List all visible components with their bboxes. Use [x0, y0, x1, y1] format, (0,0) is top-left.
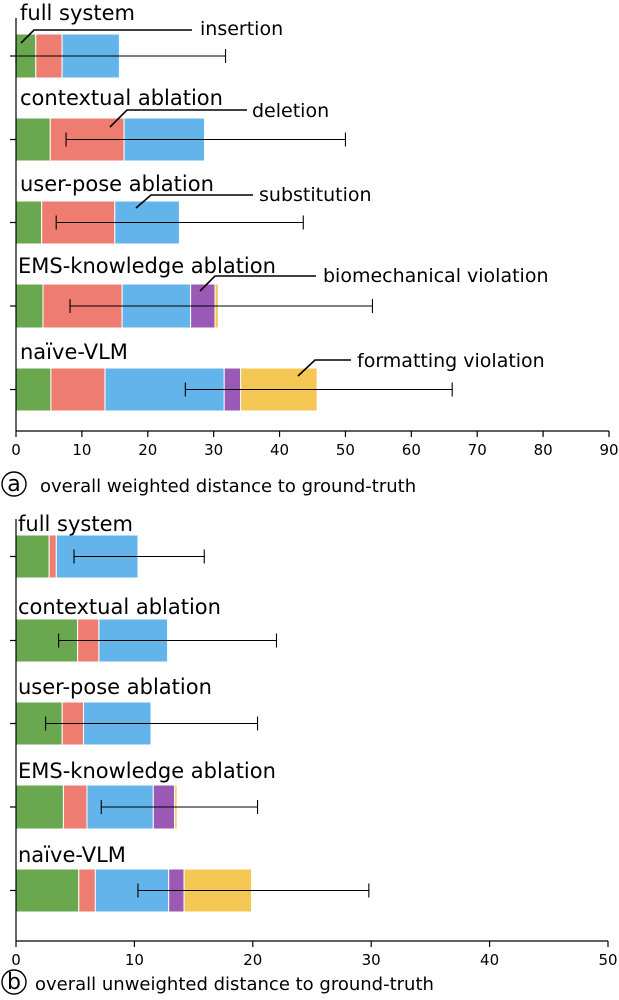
panel-b-category-label: naïve-VLM: [18, 843, 126, 867]
panel-a-x-tick-label: 70: [468, 441, 487, 459]
panel-a-category-label: contextual ablation: [20, 86, 223, 110]
panel-b-x-tick-label: 10: [125, 951, 144, 969]
panel-a-x-tick-label: 90: [599, 441, 618, 459]
panel-b-bar-insertion: [15, 534, 50, 579]
panel-a-x-tick-label: 30: [204, 441, 223, 459]
panel-a-bar-insertion: [15, 117, 51, 162]
panel-a-category-label: full system: [20, 1, 135, 25]
panel-a-category-label: EMS-knowledge ablation: [18, 254, 276, 278]
panel-a-annotation-substitution: substitution: [259, 184, 372, 206]
panel-a-letter-circle: [1, 471, 27, 497]
panel-a-annotation-leader-substitution: [135, 194, 253, 209]
panel-a-bar-insertion: [15, 200, 43, 245]
panel-a-x-tick-label: 10: [72, 441, 91, 459]
panel-a-x-tick-label: 0: [11, 441, 21, 459]
panel-a-x-tick-label: 50: [336, 441, 355, 459]
panel-b-category-label: user-pose ablation: [18, 675, 212, 699]
panel-b-x-tick-label: 20: [243, 951, 262, 969]
panel-b-x-tick-label: 50: [598, 951, 617, 969]
panel-b-letter: b: [7, 970, 21, 995]
panel-a-annotation-insertion: insertion: [200, 18, 283, 40]
panel-b-bar-deletion: [48, 534, 57, 579]
panel-b-letter-circle: [1, 969, 27, 995]
panel-a-x-axis-label: overall weighted distance to ground-trut…: [40, 476, 416, 497]
panel-a-annotation-formatting-violation: formatting violation: [357, 350, 545, 372]
panel-b-x-axis-label: overall unweighted distance to ground-tr…: [35, 974, 434, 995]
panel-b-x-tick-label: 40: [480, 951, 499, 969]
panel-a-bar-deletion: [50, 367, 106, 412]
panel-b-category-label: contextual ablation: [18, 595, 221, 619]
panel-b-category-label: EMS-knowledge ablation: [18, 759, 276, 783]
panel-a-annotation-biomechanical-violation: biomechanical violation: [323, 265, 549, 287]
panel-b-bar-deletion: [78, 868, 96, 913]
panel-a-x-tick-label: 20: [138, 441, 157, 459]
panel-a-annotation-leader-deletion: [109, 109, 247, 128]
panel-b-bar-deletion: [62, 784, 88, 830]
panel-b-bar-insertion: [15, 868, 80, 913]
panel-a-annotation-leader-insertion: [20, 29, 192, 44]
panel-b-x-tick-label: 30: [362, 951, 381, 969]
panel-b-x-tick-label: 0: [11, 951, 21, 969]
panel-b-category-label: full system: [18, 512, 133, 536]
panel-a-bar-insertion: [15, 283, 44, 329]
panel-a-letter: a: [7, 472, 20, 497]
panel-a-category-label: user-pose ablation: [20, 172, 214, 196]
panel-a-x-tick-label: 80: [534, 441, 553, 459]
panel-a-annotation-leader-biomechanical-violation: [199, 275, 316, 292]
panel-b-bar-insertion: [15, 784, 64, 830]
panel-a-annotation-leader-formatting-violation: [297, 359, 351, 377]
panel-a-x-tick-label: 40: [270, 441, 289, 459]
panel-a-bar-insertion: [15, 367, 52, 412]
panel-a-x-tick-label: 60: [402, 441, 421, 459]
panel-a-annotation-deletion: deletion: [252, 100, 329, 122]
panel-a-category-label: naïve-VLM: [20, 340, 128, 364]
